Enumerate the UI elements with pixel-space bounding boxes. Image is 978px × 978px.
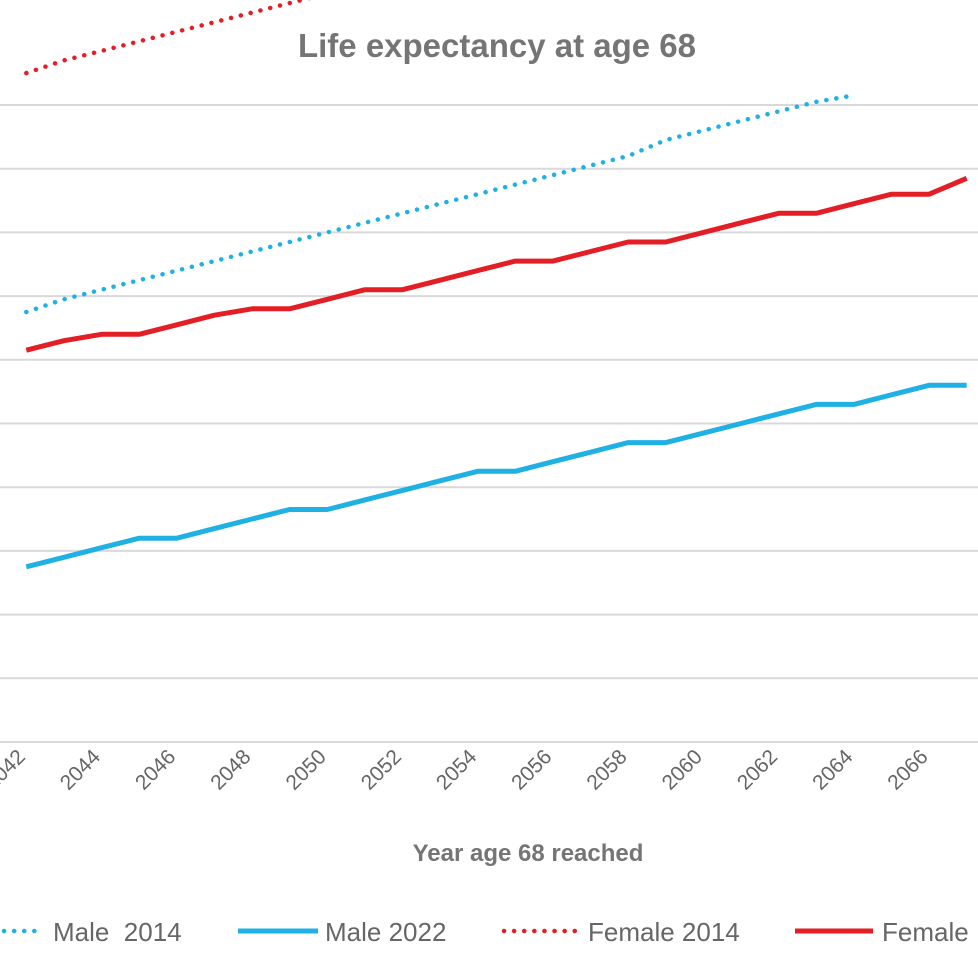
series-group — [24, 0, 968, 570]
legend-label-female-2022: Female — [882, 917, 969, 947]
x-tick-label: 2046 — [131, 745, 180, 794]
x-axis-ticks: 2042 2044 2046 2048 2050 2052 2054 2056 2058 2060… — [0, 745, 933, 795]
x-tick-label: 2062 — [733, 745, 782, 794]
x-tick-label: 2064 — [808, 745, 858, 795]
gridlines — [0, 104, 978, 743]
x-tick-label: 2060 — [658, 745, 707, 794]
legend-label-female-2014: Female 2014 — [588, 917, 740, 947]
x-tick-label: 2048 — [206, 745, 255, 794]
x-tick-label: 2050 — [282, 745, 331, 794]
x-axis-label: Year age 68 reached — [413, 840, 644, 867]
x-tick-label: 2056 — [507, 745, 556, 794]
x-tick-label: 2058 — [582, 745, 631, 794]
series-line-female-2022 — [25, 175, 968, 353]
chart-title: Life expectancy at age 68 — [298, 27, 696, 64]
x-tick-label: 2044 — [56, 745, 106, 795]
x-tick-label: 2066 — [883, 745, 932, 794]
legend-label-male-2014: Male 2014 — [53, 917, 182, 947]
x-tick-label: 2052 — [357, 745, 406, 794]
series-line-male-2022 — [25, 382, 967, 570]
x-tick-label: 2042 — [0, 745, 30, 794]
legend: Male 2014 Male 2022 Female 2014 Female — [1, 917, 969, 947]
x-tick-label: 2054 — [432, 745, 482, 795]
series-line-female-2014 — [24, 0, 311, 76]
series-line-male-2014 — [24, 93, 857, 315]
legend-label-male-2022: Male 2022 — [325, 917, 446, 947]
